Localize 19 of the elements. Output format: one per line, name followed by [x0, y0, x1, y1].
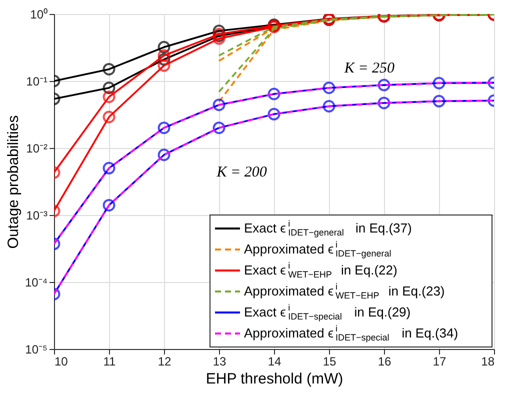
y-axis-title: Outage probabilities [4, 115, 22, 249]
y-tick-label: 10⁻⁴ [24, 276, 48, 290]
x-tick-label: 16 [378, 354, 392, 368]
y-tick-label: 10⁻² [26, 142, 48, 156]
annotation: K = 200 [216, 164, 268, 180]
x-tick-label: 13 [212, 354, 226, 368]
annotation: K = 250 [343, 60, 396, 77]
x-tick-label: 10 [54, 354, 68, 368]
x-tick-label: 15 [322, 354, 336, 368]
y-tick-label: 10⁰ [30, 8, 48, 22]
y-tick-label: 10⁻⁵ [25, 342, 48, 356]
y-tick-label: 10⁻¹ [26, 74, 48, 88]
x-tick-label: 12 [158, 354, 172, 368]
y-tick-label: 10⁻³ [26, 208, 48, 222]
x-tick-label: 18 [481, 354, 495, 368]
x-tick-label: 17 [432, 354, 446, 368]
x-axis-title: EHP threshold (mW) [206, 370, 344, 388]
x-tick-label: 14 [268, 354, 282, 368]
x-tick-label: 11 [103, 354, 116, 368]
